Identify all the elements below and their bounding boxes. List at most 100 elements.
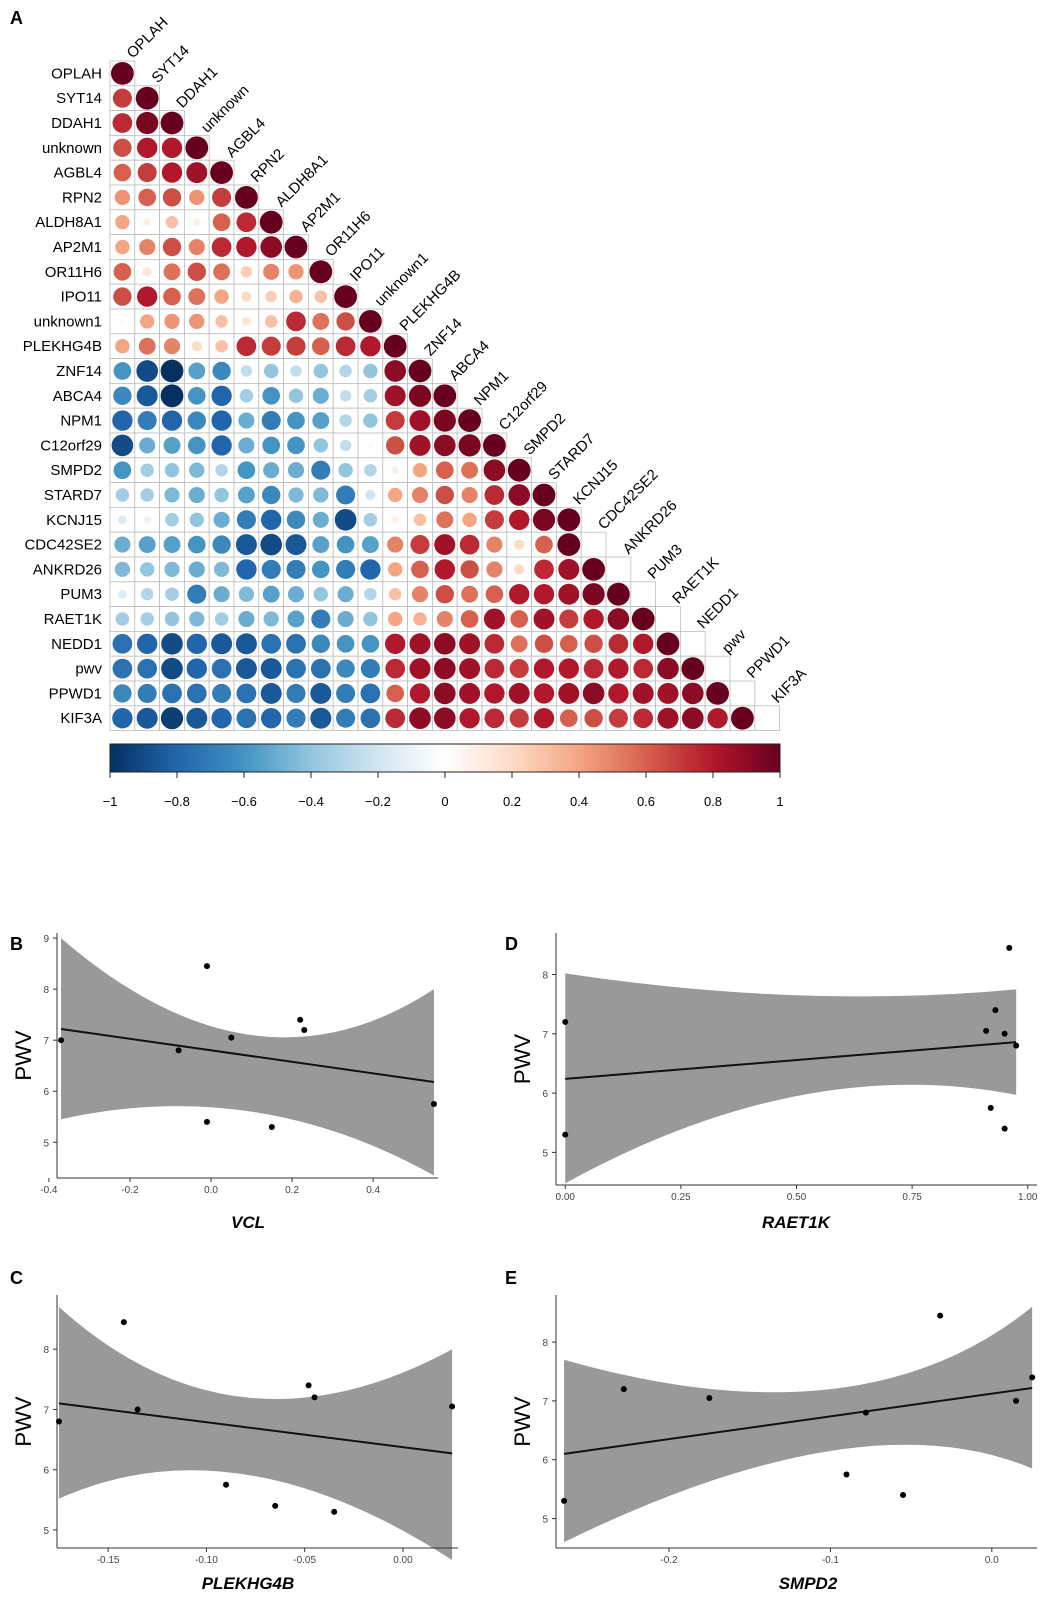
data-point [272, 1502, 279, 1509]
diagonal-label: NEDD1 [694, 584, 742, 632]
row-label: unknown1 [34, 313, 102, 330]
correlation-dot [114, 561, 131, 578]
correlation-dot [115, 239, 130, 255]
correlation-dot [632, 682, 654, 704]
regression-line [60, 1027, 435, 1084]
correlation-dot [461, 585, 479, 603]
x-tick-label: -0.2 [121, 1185, 139, 1196]
correlation-dot [409, 658, 431, 680]
correlation-dot [111, 434, 134, 457]
correlation-dot [337, 610, 354, 628]
correlation-dot [436, 511, 454, 529]
correlation-dot [363, 611, 378, 627]
correlation-dot [459, 682, 481, 704]
correlation-dot [411, 486, 429, 504]
correlation-dot [135, 86, 159, 110]
correlation-dot [459, 658, 481, 680]
correlation-dot [235, 633, 257, 655]
data-point [223, 1481, 230, 1488]
row-label: PUM3 [60, 586, 102, 603]
correlation-dot [310, 707, 332, 729]
correlation-dot [582, 558, 605, 581]
correlation-dot [188, 238, 205, 256]
x-tick-label: -0.05 [293, 1555, 316, 1566]
correlation-dot [582, 682, 605, 705]
data-point [562, 1018, 569, 1025]
correlation-dot [559, 609, 579, 629]
correlation-dot [309, 260, 333, 284]
correlation-dot [212, 535, 231, 554]
correlation-dot [163, 338, 181, 355]
correlation-dot [161, 657, 183, 680]
correlation-dot [484, 485, 505, 505]
correlation-dot [139, 562, 155, 577]
x-tick-label: -0.10 [195, 1555, 218, 1566]
correlation-dot [391, 466, 399, 474]
correlation-dot [413, 513, 427, 527]
correlation-dot [163, 536, 181, 554]
correlation-dot [188, 288, 206, 306]
row-label: NPM1 [60, 413, 102, 430]
data-point [449, 1403, 456, 1410]
panel-label-b: B [10, 934, 23, 954]
row-label: KIF3A [60, 710, 102, 727]
correlation-dot [386, 436, 405, 455]
correlation-dot [608, 633, 629, 654]
correlation-dot [112, 410, 133, 431]
matrix-cell [605, 556, 632, 583]
correlation-dot [387, 487, 403, 503]
correlation-dot [336, 683, 356, 703]
regression-line [565, 1041, 1017, 1080]
y-axis-label: PWV [11, 1396, 36, 1446]
y-tick-label: 7 [43, 1036, 49, 1047]
correlation-dot [385, 411, 405, 431]
data-point [203, 963, 210, 970]
correlation-dot [136, 385, 158, 407]
correlation-dot [213, 561, 230, 578]
correlation-dot [117, 589, 127, 599]
correlation-dot [140, 587, 154, 601]
correlation-dot [339, 390, 352, 402]
correlation-dot [140, 488, 154, 502]
correlation-dot [434, 534, 456, 556]
correlation-dot [137, 683, 157, 703]
correlation-dot [211, 658, 232, 679]
correlation-dot [508, 682, 530, 704]
correlation-dot [582, 583, 605, 606]
regression-line [563, 1386, 1033, 1455]
correlation-dot [211, 633, 233, 655]
row-label: KCNJ15 [46, 512, 102, 529]
correlation-dot [214, 612, 229, 626]
correlation-dot [312, 312, 330, 330]
correlation-dot [584, 709, 603, 728]
y-tick-label: 7 [542, 1397, 548, 1408]
data-point [1013, 1042, 1020, 1049]
correlation-dot [631, 607, 655, 631]
correlation-dot [484, 633, 505, 654]
correlation-dot [263, 611, 279, 627]
data-point [268, 1123, 275, 1130]
correlation-dot [211, 708, 232, 729]
correlation-dot [259, 210, 283, 234]
data-point [120, 1319, 127, 1326]
correlation-dot [211, 385, 232, 406]
correlation-dot [311, 337, 330, 356]
colorbar-tick-label: −0.2 [365, 794, 391, 809]
correlation-dot [214, 487, 229, 503]
correlation-dot [188, 362, 206, 380]
diagonal-label: pwv [719, 626, 750, 657]
correlation-dot [189, 313, 205, 330]
y-tick-label: 6 [542, 1089, 548, 1100]
correlation-dot [215, 339, 228, 353]
correlation-dot [313, 363, 329, 379]
correlation-dot [435, 461, 454, 480]
correlation-dot [514, 539, 525, 550]
correlation-dot [238, 586, 255, 602]
correlation-dot [284, 235, 308, 259]
correlation-dot [285, 534, 307, 556]
correlation-dot [657, 682, 679, 704]
correlation-dot [236, 336, 257, 357]
correlation-dot [115, 612, 130, 626]
y-tick-label: 6 [542, 1456, 548, 1467]
